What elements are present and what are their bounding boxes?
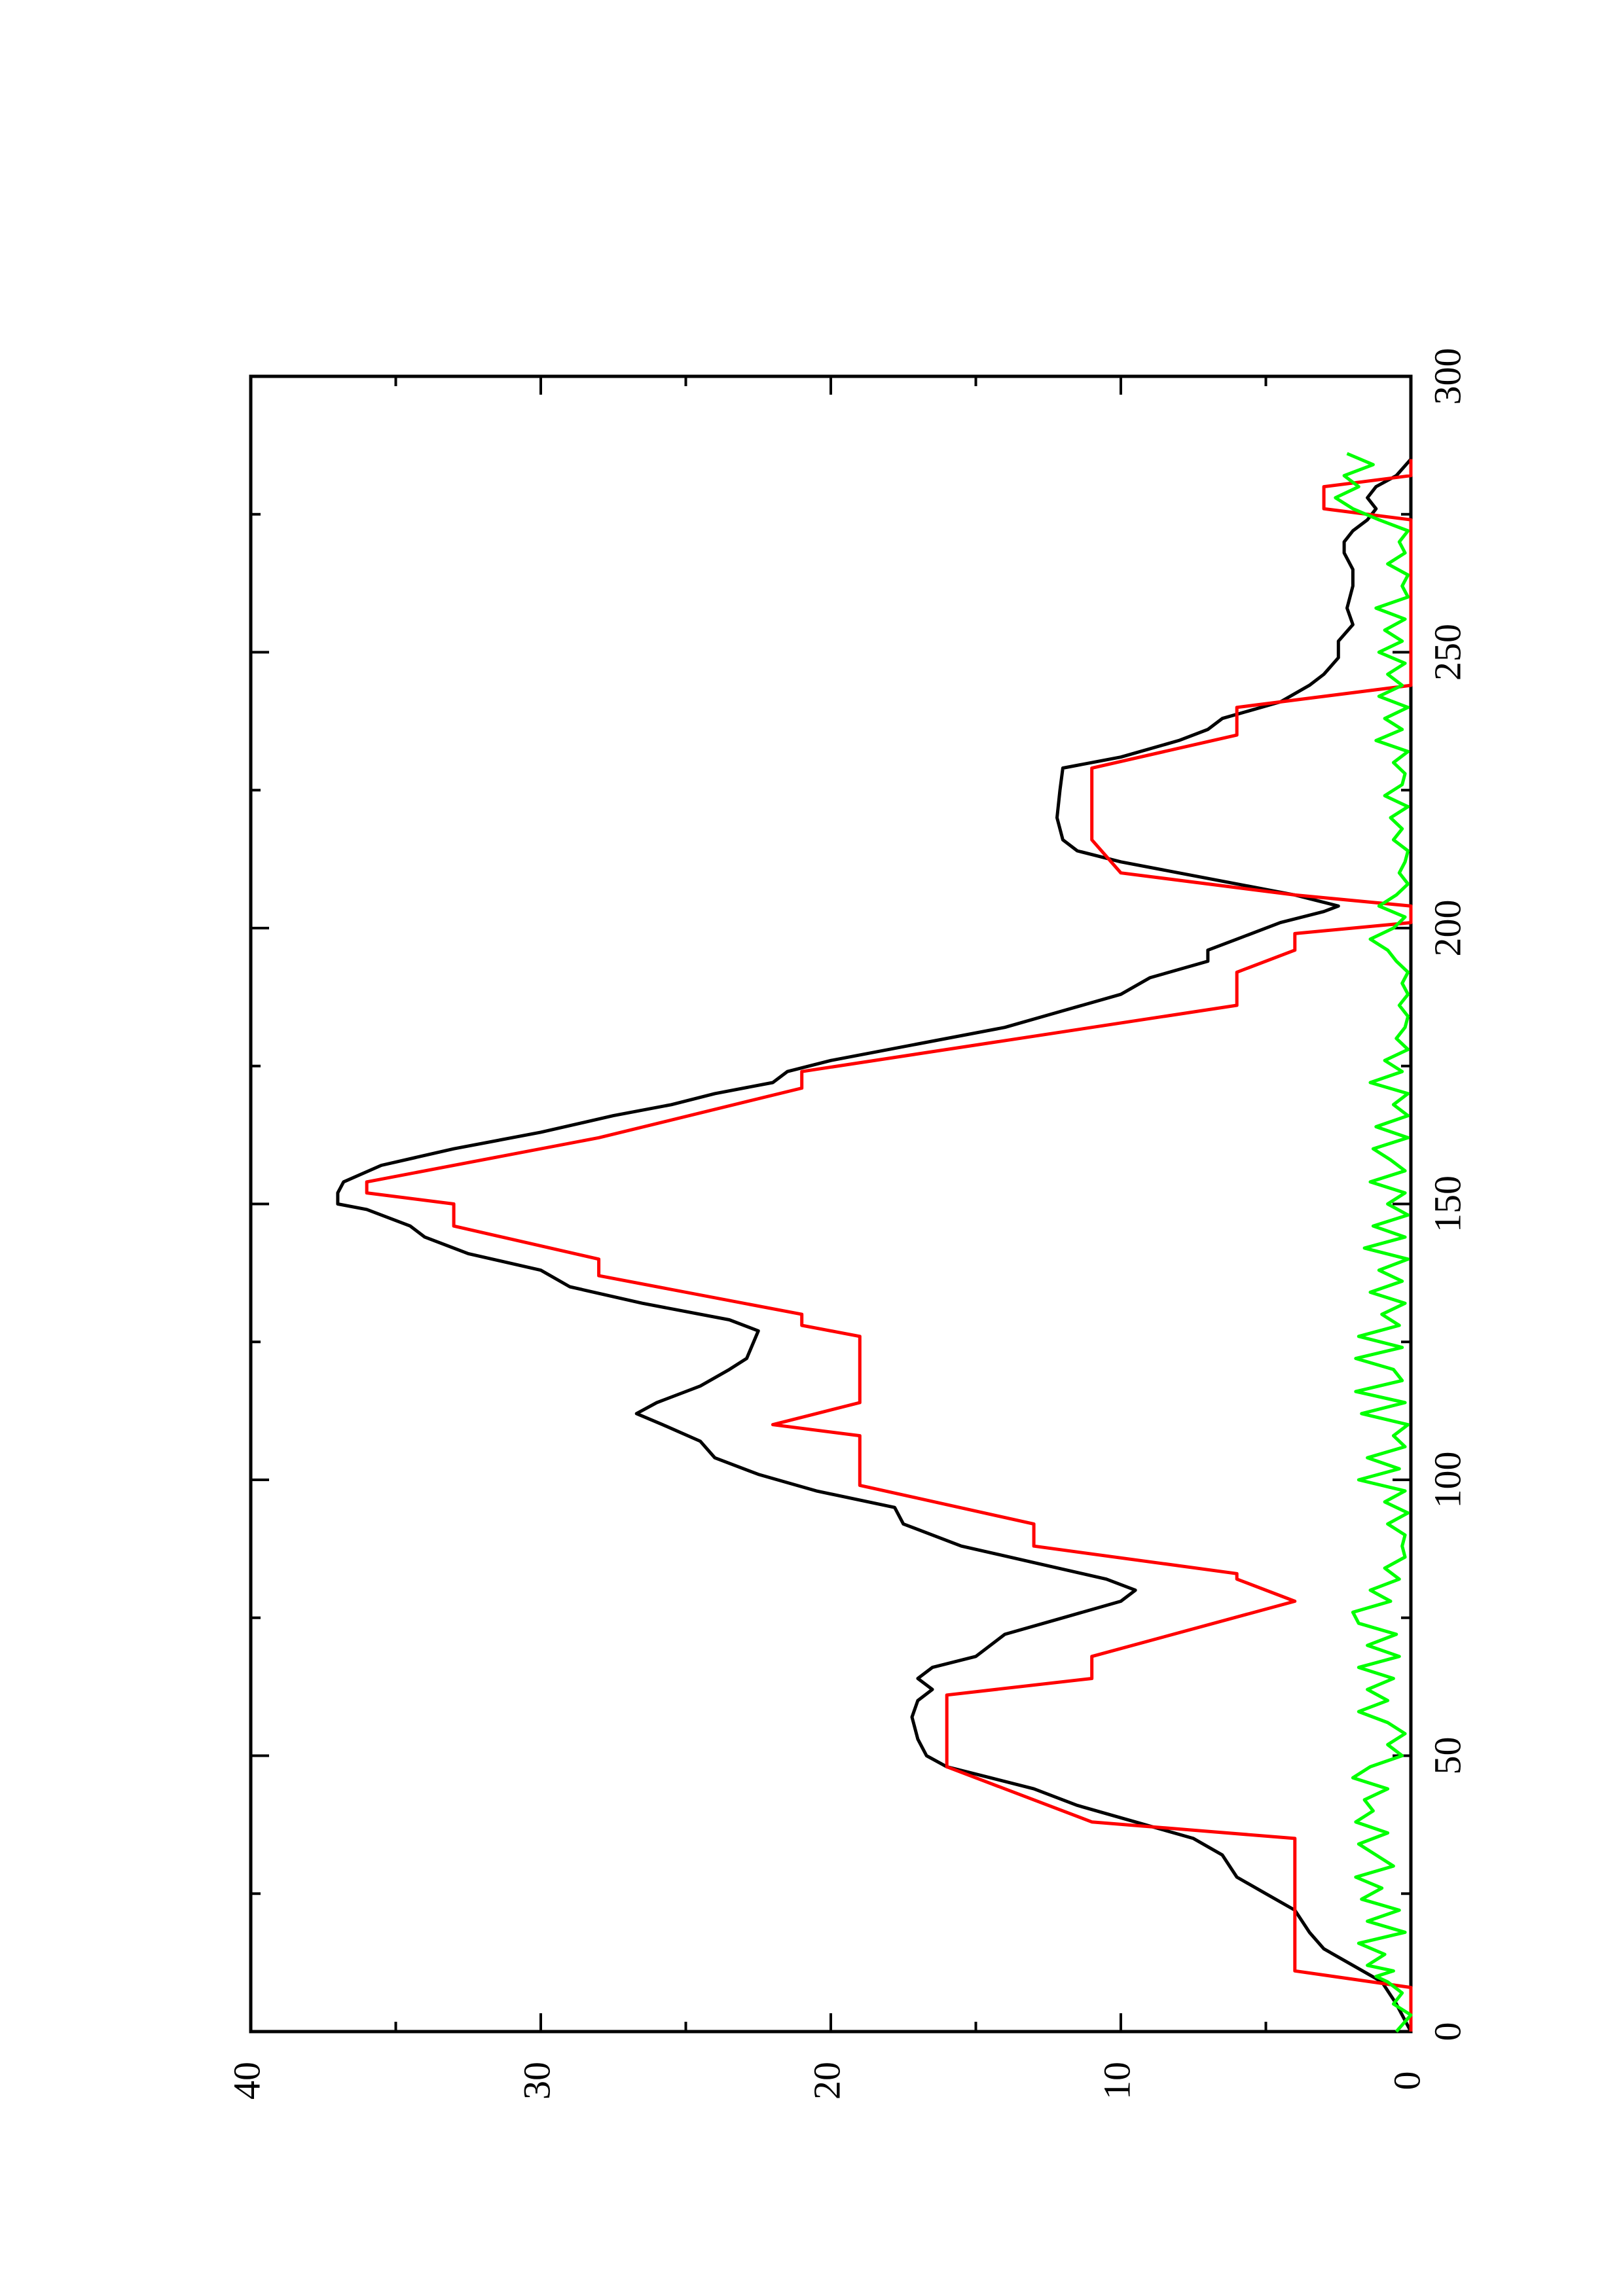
series-line-2 xyxy=(365,459,1413,2032)
x-tick-label: 200 xyxy=(1426,900,1468,957)
series-line-3 xyxy=(1334,452,1413,2033)
y-tick-label: 40 xyxy=(225,2062,268,2100)
x-tick-label: 150 xyxy=(1426,1175,1468,1232)
x-axis-ticks xyxy=(251,375,1411,2033)
plot-frame xyxy=(249,374,1413,2034)
series-layer xyxy=(336,452,1413,2033)
x-tick-label: 300 xyxy=(1426,348,1468,405)
series-line-1 xyxy=(336,457,1413,2033)
x-tick-label: 100 xyxy=(1426,1452,1468,1509)
y-axis-ticks xyxy=(249,376,1412,2032)
y-axis-tick-labels: 0 10 20 30 40 xyxy=(225,2062,1428,2100)
y-tick-label: 30 xyxy=(515,2062,558,2100)
y-tick-label: 0 xyxy=(1385,2072,1428,2090)
x-tick-label: 250 xyxy=(1426,624,1468,681)
y-tick-label: 20 xyxy=(805,2062,848,2100)
x-tick-label: 50 xyxy=(1426,1737,1468,1775)
x-tick-label: 0 xyxy=(1426,2022,1468,2041)
y-tick-label: 10 xyxy=(1095,2062,1138,2100)
x-axis-tick-labels: 0 50 100 150 200 250 300 xyxy=(1426,348,1468,2041)
